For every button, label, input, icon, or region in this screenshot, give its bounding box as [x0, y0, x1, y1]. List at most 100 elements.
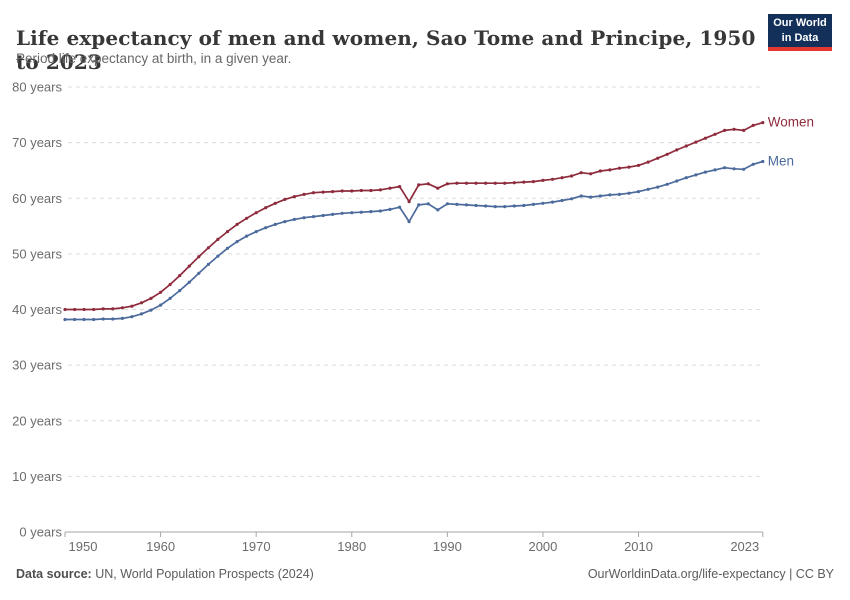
series-line-men[interactable]: [65, 160, 764, 321]
series-point-women-2011: [646, 160, 650, 164]
series-point-women-1978: [331, 190, 335, 194]
series-point-men-1999: [531, 202, 536, 206]
series-point-men-1966: [216, 254, 220, 258]
line-chart-area: 0 years 10 years 20 years 30 years 40 years 5…: [0, 75, 850, 555]
y-tick-label-60: 60 years: [12, 191, 62, 206]
series-point-men-1963: [187, 280, 191, 284]
series-label-men[interactable]: Men: [768, 154, 794, 169]
series-point-men-1979: [340, 211, 344, 215]
series-point-men-2004: [579, 194, 583, 198]
series-point-men-2014: [675, 179, 679, 183]
series-point-men-1988: [426, 202, 430, 206]
series-point-women-1993: [474, 181, 478, 185]
series-point-women-1998: [522, 180, 526, 184]
x-tick-label-2010: 2010: [624, 539, 653, 554]
series-point-women-2000: [541, 178, 545, 182]
series-point-women-2007: [608, 168, 612, 172]
series-point-women-1999: [531, 180, 536, 184]
series-point-women-1989: [436, 186, 440, 190]
x-tick-label-1960: 1960: [146, 539, 175, 554]
series-point-men-1971: [264, 226, 268, 230]
series-point-women-1964: [197, 255, 201, 259]
series-point-women-1988: [426, 182, 430, 186]
series-point-women-1995: [493, 181, 497, 185]
series-point-women-2009: [627, 165, 631, 169]
series-point-women-1967: [225, 230, 230, 234]
series-point-women-1965: [206, 246, 210, 250]
series-line-women[interactable]: [65, 121, 764, 311]
series-point-men-1989: [436, 208, 440, 212]
series-point-women-1956: [120, 306, 124, 310]
data-source: Data source: UN, World Population Prospe…: [16, 567, 314, 581]
series-point-men-1981: [359, 210, 363, 214]
series-point-women-2004: [579, 171, 583, 175]
series-point-men-1965: [206, 262, 210, 266]
series-point-men-1983: [378, 209, 382, 213]
page-title: Life expectancy of men and women, Sao To…: [16, 26, 756, 75]
series-point-men-1998: [522, 203, 526, 208]
series-point-women-2005: [589, 172, 593, 176]
series-point-women-1996: [503, 181, 507, 185]
y-tick-label-50: 50 years: [12, 246, 62, 261]
series-point-women-1994: [484, 181, 488, 185]
series-point-women-1971: [264, 206, 268, 210]
series-point-women-1982: [369, 188, 373, 193]
series-point-men-1969: [245, 234, 249, 238]
series-point-women-1953: [92, 307, 96, 312]
series-point-men-1974: [292, 217, 296, 221]
series-point-women-1991: [455, 181, 459, 185]
credit-link[interactable]: OurWorldinData.org/life-expectancy | CC …: [587, 567, 834, 581]
series-point-women-1977: [321, 190, 325, 194]
series-label-women[interactable]: Women: [768, 115, 814, 130]
series-point-women-2023: [761, 121, 765, 125]
series-point-men-2000: [541, 201, 545, 205]
series-point-women-2003: [570, 174, 574, 178]
owid-logo[interactable]: Our World in Data: [768, 14, 832, 51]
series-point-women-1997: [512, 181, 516, 185]
series-point-men-2011: [646, 187, 650, 191]
data-source-label: Data source:: [16, 567, 92, 581]
series-point-men-1987: [417, 203, 421, 207]
series-point-women-1962: [178, 274, 182, 278]
series-point-women-1983: [378, 188, 382, 192]
series-point-men-2023: [761, 159, 765, 164]
series-point-men-1952: [82, 317, 86, 322]
series-point-men-1973: [283, 220, 287, 224]
series-point-men-1991: [455, 202, 459, 206]
series-point-men-1994: [484, 204, 488, 208]
owid-logo-line2: in Data: [781, 31, 819, 44]
series-point-men-1997: [512, 204, 516, 208]
series-point-men-1962: [178, 289, 182, 293]
y-tick-label-10: 10 years: [12, 469, 62, 484]
owid-logo-line1: Our World: [773, 17, 827, 30]
series-point-women-2008: [617, 166, 622, 170]
series-point-women-2006: [598, 169, 602, 173]
series-point-men-1975: [302, 216, 306, 220]
series-point-men-1977: [321, 213, 325, 218]
series-point-men-2022: [751, 162, 755, 166]
series-point-women-1955: [111, 307, 115, 311]
series-point-women-1954: [101, 307, 105, 311]
series-point-women-2015: [684, 144, 688, 148]
series-point-men-2016: [694, 173, 698, 177]
series-point-men-1957: [130, 315, 134, 319]
series-point-women-2014: [675, 148, 679, 152]
y-tick-label-30: 30 years: [12, 358, 62, 373]
series-point-men-2005: [589, 195, 593, 199]
x-tick-label-2023: 2023: [730, 539, 759, 554]
series-point-women-1963: [187, 264, 191, 268]
series-point-women-2020: [732, 127, 736, 131]
series-point-women-1992: [464, 181, 469, 185]
y-tick-label-0: 0 years: [19, 525, 62, 540]
series-point-women-1969: [245, 216, 249, 220]
series-point-women-1986: [407, 200, 411, 204]
series-point-men-2018: [713, 168, 717, 172]
series-point-men-2012: [656, 185, 660, 189]
y-tick-label-40: 40 years: [12, 302, 62, 317]
x-tick-label-1980: 1980: [337, 539, 366, 554]
series-point-men-2009: [627, 191, 631, 195]
series-point-women-2021: [742, 128, 746, 132]
series-point-men-2021: [742, 167, 746, 171]
series-point-men-1954: [101, 317, 105, 321]
series-point-men-1984: [388, 207, 392, 211]
